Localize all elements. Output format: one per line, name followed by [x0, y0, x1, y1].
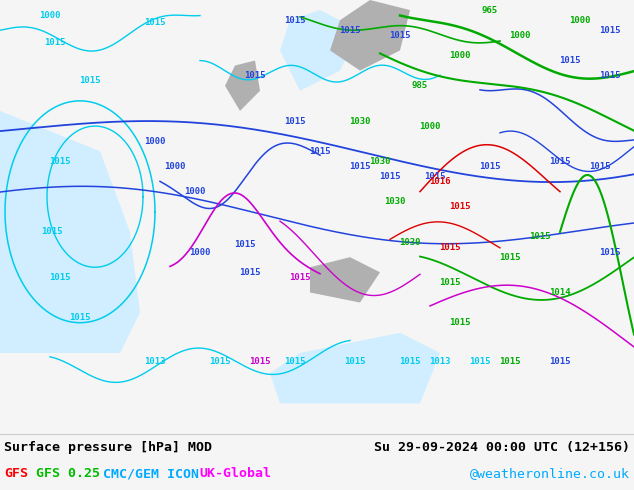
Text: 1015: 1015 [450, 318, 471, 327]
Text: 1015: 1015 [344, 357, 366, 366]
Text: 1016: 1016 [429, 177, 451, 186]
Text: 1015: 1015 [249, 357, 271, 366]
Text: 1000: 1000 [164, 162, 186, 171]
Text: 1015: 1015 [145, 18, 165, 26]
Text: 1030: 1030 [399, 238, 421, 246]
Text: UK-Global: UK-Global [200, 467, 271, 480]
Text: 1015: 1015 [450, 202, 471, 211]
Text: 1015: 1015 [284, 357, 306, 366]
Text: 1015: 1015 [439, 243, 461, 251]
Text: 1030: 1030 [369, 157, 391, 166]
Text: 1015: 1015 [399, 357, 421, 366]
Text: 1015: 1015 [424, 172, 446, 181]
Text: 1015: 1015 [349, 162, 371, 171]
Text: 1000: 1000 [145, 137, 165, 146]
Text: 1015: 1015 [499, 357, 521, 366]
Text: GFS: GFS [4, 467, 28, 480]
Text: 1015: 1015 [44, 38, 66, 47]
Text: 1015: 1015 [599, 26, 621, 35]
Text: 1015: 1015 [284, 117, 306, 125]
Text: 1015: 1015 [69, 313, 91, 322]
Text: 1015: 1015 [284, 16, 306, 24]
Text: @weatheronline.co.uk: @weatheronline.co.uk [470, 467, 630, 480]
Text: 1015: 1015 [309, 147, 331, 156]
Text: 1015: 1015 [499, 253, 521, 262]
Text: 1014: 1014 [549, 288, 571, 297]
Polygon shape [270, 333, 440, 403]
Text: 1015: 1015 [549, 357, 571, 366]
Text: 1013: 1013 [145, 357, 165, 366]
Polygon shape [330, 0, 410, 71]
Text: GFS 0.25: GFS 0.25 [36, 467, 100, 480]
Text: CMC/GEM ICON: CMC/GEM ICON [103, 467, 199, 480]
Text: 1013: 1013 [429, 357, 451, 366]
Text: 1015: 1015 [589, 162, 611, 171]
Text: 1000: 1000 [190, 247, 210, 257]
Text: 1015: 1015 [469, 357, 491, 366]
Text: 1015: 1015 [599, 71, 621, 80]
Text: 1015: 1015 [49, 157, 71, 166]
Text: 1015: 1015 [529, 232, 551, 242]
Text: 1015: 1015 [599, 247, 621, 257]
Text: 1000: 1000 [509, 31, 531, 40]
Text: 1000: 1000 [39, 11, 61, 20]
Text: 1030: 1030 [384, 197, 406, 206]
Polygon shape [280, 10, 360, 91]
Text: 1030: 1030 [349, 117, 371, 125]
Text: 1015: 1015 [41, 227, 63, 237]
Text: 1015: 1015 [209, 357, 231, 366]
Text: 1000: 1000 [450, 51, 471, 60]
Text: 1015: 1015 [389, 31, 411, 40]
Text: 1015: 1015 [379, 172, 401, 181]
Text: 985: 985 [412, 81, 428, 90]
Text: 1000: 1000 [184, 187, 206, 196]
Text: 1015: 1015 [479, 162, 501, 171]
Text: 1015: 1015 [289, 273, 311, 282]
Text: 965: 965 [482, 5, 498, 15]
Text: Su 29-09-2024 00:00 UTC (12+156): Su 29-09-2024 00:00 UTC (12+156) [374, 441, 630, 454]
Text: 1000: 1000 [569, 16, 591, 24]
Text: 1015: 1015 [244, 71, 266, 80]
Text: 1000: 1000 [419, 122, 441, 130]
Text: 1015: 1015 [339, 26, 361, 35]
Text: 1015: 1015 [234, 240, 256, 248]
Text: 1015: 1015 [559, 56, 581, 65]
Polygon shape [0, 111, 140, 353]
Text: 1015: 1015 [239, 268, 261, 277]
Text: Surface pressure [hPa] MOD: Surface pressure [hPa] MOD [4, 441, 212, 454]
Text: 1015: 1015 [49, 273, 71, 282]
Polygon shape [310, 257, 380, 302]
Text: 1015: 1015 [79, 76, 101, 85]
Polygon shape [225, 60, 260, 111]
Text: 1015: 1015 [549, 157, 571, 166]
Text: 1015: 1015 [439, 278, 461, 287]
